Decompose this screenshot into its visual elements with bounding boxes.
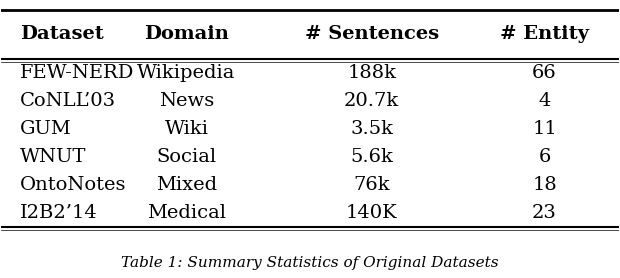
Text: FEW-NERD: FEW-NERD: [20, 64, 135, 82]
Text: News: News: [159, 92, 214, 110]
Text: Mixed: Mixed: [156, 176, 217, 194]
Text: Social: Social: [156, 148, 216, 166]
Text: Dataset: Dataset: [20, 25, 104, 43]
Text: GUM: GUM: [20, 120, 72, 138]
Text: 4: 4: [538, 92, 551, 110]
Text: 188k: 188k: [347, 64, 396, 82]
Text: CoNLL’03: CoNLL’03: [20, 92, 116, 110]
Text: Table 1: Summary Statistics of Original Datasets: Table 1: Summary Statistics of Original …: [121, 256, 499, 270]
Text: I2B2’14: I2B2’14: [20, 204, 98, 222]
Text: OntoNotes: OntoNotes: [20, 176, 126, 194]
Text: 18: 18: [532, 176, 557, 194]
Text: 5.6k: 5.6k: [350, 148, 393, 166]
Text: Medical: Medical: [147, 204, 226, 222]
Text: 66: 66: [532, 64, 557, 82]
Text: # Entity: # Entity: [500, 25, 589, 43]
Text: 23: 23: [532, 204, 557, 222]
Text: # Sentences: # Sentences: [304, 25, 439, 43]
Text: Wikipedia: Wikipedia: [138, 64, 236, 82]
Text: Domain: Domain: [144, 25, 229, 43]
Text: 3.5k: 3.5k: [350, 120, 393, 138]
Text: WNUT: WNUT: [20, 148, 86, 166]
Text: 20.7k: 20.7k: [344, 92, 399, 110]
Text: Wiki: Wiki: [164, 120, 208, 138]
Text: 11: 11: [532, 120, 557, 138]
Text: 76k: 76k: [353, 176, 390, 194]
Text: 6: 6: [538, 148, 551, 166]
Text: 140K: 140K: [346, 204, 397, 222]
